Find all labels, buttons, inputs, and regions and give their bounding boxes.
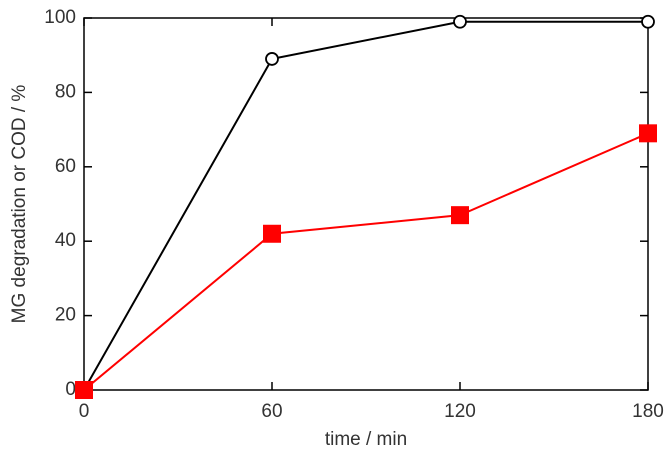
x-axis-title: time / min bbox=[325, 429, 407, 450]
x-tick-label: 0 bbox=[79, 401, 90, 422]
y-tick-label: 80 bbox=[55, 81, 76, 102]
marker bbox=[75, 381, 93, 399]
marker bbox=[451, 206, 469, 225]
y-tick-label: 100 bbox=[44, 7, 76, 28]
marker bbox=[453, 14, 467, 29]
y-tick-label: 20 bbox=[55, 305, 76, 326]
y-axis-title: MG degradation or COD / % bbox=[9, 85, 30, 324]
series-line bbox=[83, 132, 649, 391]
y-tick-label: 60 bbox=[55, 156, 76, 177]
marker bbox=[639, 124, 657, 143]
plot-frame bbox=[83, 17, 649, 391]
x-tick-label: 60 bbox=[261, 401, 282, 422]
x-tick-label: 180 bbox=[632, 401, 664, 422]
y-tick-label: 0 bbox=[65, 379, 76, 400]
marker bbox=[263, 224, 281, 243]
x-tick-label: 120 bbox=[444, 401, 476, 422]
y-tick-label: 40 bbox=[55, 230, 76, 251]
marker bbox=[641, 14, 655, 29]
marker bbox=[265, 52, 279, 66]
series-line bbox=[83, 20, 648, 391]
